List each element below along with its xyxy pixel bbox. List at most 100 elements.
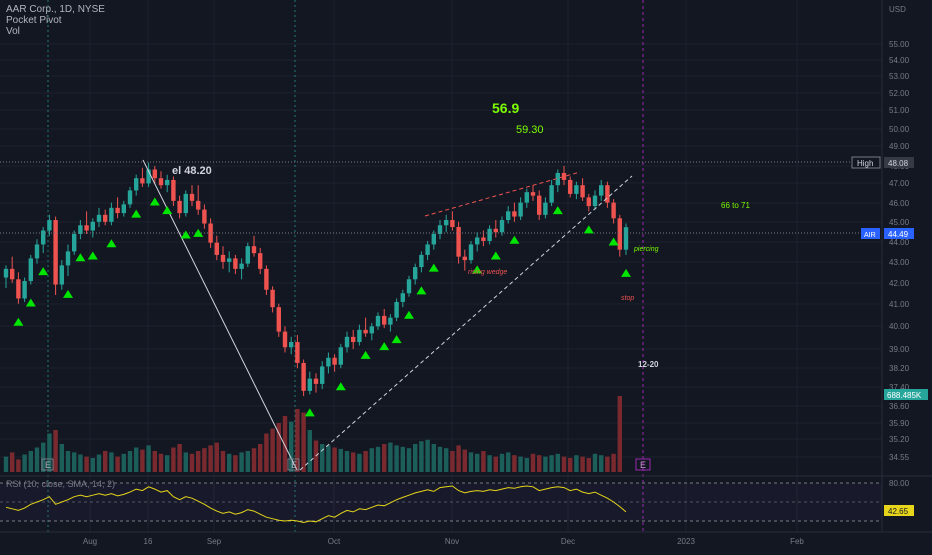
- candle[interactable]: [245, 242, 250, 268]
- candle[interactable]: [140, 167, 145, 187]
- rsi-line[interactable]: [5, 485, 627, 524]
- candle[interactable]: [351, 329, 356, 350]
- candle[interactable]: [382, 308, 387, 329]
- candle[interactable]: [189, 185, 195, 207]
- candle[interactable]: [394, 298, 399, 322]
- candle[interactable]: [171, 176, 176, 207]
- candle[interactable]: [462, 249, 467, 271]
- volume-line[interactable]: Vol: [6, 26, 20, 37]
- candle[interactable]: [227, 251, 232, 273]
- candle[interactable]: [456, 221, 461, 264]
- earnings-marker-upcoming[interactable]: [635, 458, 651, 471]
- candle[interactable]: [475, 232, 480, 252]
- candle[interactable]: [202, 204, 207, 229]
- candle[interactable]: [450, 211, 455, 231]
- date-note-label[interactable]: 12-20: [638, 360, 659, 369]
- candle[interactable]: [487, 225, 492, 245]
- target-1-label[interactable]: 56.9: [492, 100, 519, 116]
- candle[interactable]: [22, 277, 27, 302]
- candle[interactable]: [289, 336, 294, 355]
- candle[interactable]: [623, 223, 629, 255]
- candle[interactable]: [344, 331, 350, 353]
- candle[interactable]: [363, 317, 368, 337]
- candle[interactable]: [313, 373, 319, 393]
- candle[interactable]: [165, 174, 170, 193]
- candle[interactable]: [400, 289, 405, 308]
- candle[interactable]: [196, 185, 201, 215]
- el-label[interactable]: el 48.20: [172, 165, 212, 177]
- candle[interactable]: [72, 230, 77, 255]
- candle[interactable]: [59, 260, 64, 290]
- time-axis[interactable]: Aug 16 Sep Oct Nov Dec 2023 Feb: [0, 531, 932, 546]
- candle[interactable]: [537, 190, 542, 221]
- candle[interactable]: [586, 193, 591, 212]
- candle[interactable]: [158, 171, 164, 189]
- candle[interactable]: [413, 263, 418, 285]
- candle[interactable]: [574, 181, 579, 200]
- candle[interactable]: [270, 286, 275, 313]
- candle[interactable]: [28, 254, 33, 285]
- candle[interactable]: [524, 188, 529, 208]
- candle[interactable]: [134, 174, 139, 196]
- candle[interactable]: [34, 239, 40, 264]
- candle[interactable]: [512, 202, 517, 222]
- candle[interactable]: [295, 335, 300, 369]
- candle[interactable]: [258, 247, 263, 275]
- earnings-marker[interactable]: [287, 458, 300, 471]
- candle[interactable]: [580, 178, 585, 201]
- candle[interactable]: [332, 354, 337, 372]
- candle[interactable]: [146, 162, 151, 187]
- candle[interactable]: [617, 214, 622, 257]
- target-2-label[interactable]: 59.30: [516, 124, 544, 136]
- candle[interactable]: [444, 214, 449, 233]
- candle[interactable]: [264, 265, 269, 295]
- candle[interactable]: [431, 230, 436, 250]
- wedge-upper-line[interactable]: [424, 171, 581, 217]
- candle[interactable]: [555, 169, 560, 193]
- candle[interactable]: [177, 195, 182, 219]
- earnings-marker[interactable]: [41, 458, 54, 471]
- candle[interactable]: [251, 235, 257, 257]
- candle[interactable]: [282, 326, 288, 353]
- candle[interactable]: [611, 199, 616, 224]
- stop-label[interactable]: stop: [621, 295, 634, 302]
- candle[interactable]: [592, 190, 598, 210]
- candle[interactable]: [357, 324, 362, 346]
- candle[interactable]: [388, 314, 393, 332]
- candle[interactable]: [53, 216, 58, 295]
- candle[interactable]: [103, 209, 108, 226]
- candle[interactable]: [220, 246, 226, 269]
- candle[interactable]: [375, 312, 381, 330]
- candle[interactable]: [214, 235, 219, 261]
- candle[interactable]: [506, 206, 511, 224]
- candle[interactable]: [127, 186, 133, 208]
- candle[interactable]: [549, 179, 554, 207]
- candle[interactable]: [599, 179, 604, 201]
- candle[interactable]: [276, 303, 281, 337]
- candle[interactable]: [493, 220, 498, 238]
- candle[interactable]: [121, 200, 126, 217]
- candle[interactable]: [109, 202, 114, 226]
- candle[interactable]: [326, 352, 331, 374]
- candle[interactable]: [530, 185, 536, 201]
- candle[interactable]: [152, 166, 157, 184]
- candle[interactable]: [543, 197, 548, 219]
- candle[interactable]: [183, 190, 188, 217]
- candle[interactable]: [78, 220, 83, 240]
- candle[interactable]: [518, 197, 523, 221]
- candle[interactable]: [3, 265, 9, 289]
- candle[interactable]: [90, 218, 95, 238]
- candle[interactable]: [369, 322, 374, 341]
- candle[interactable]: [10, 256, 15, 283]
- candle[interactable]: [406, 275, 412, 297]
- candle[interactable]: [468, 240, 474, 264]
- piercing-label[interactable]: piercing: [633, 246, 659, 253]
- candle[interactable]: [561, 166, 567, 186]
- candle[interactable]: [301, 359, 306, 397]
- candle[interactable]: [65, 244, 71, 276]
- candle[interactable]: [425, 240, 430, 261]
- indicator-line[interactable]: Pocket Pivot: [6, 15, 62, 26]
- candle[interactable]: [320, 361, 325, 390]
- candle[interactable]: [47, 214, 52, 236]
